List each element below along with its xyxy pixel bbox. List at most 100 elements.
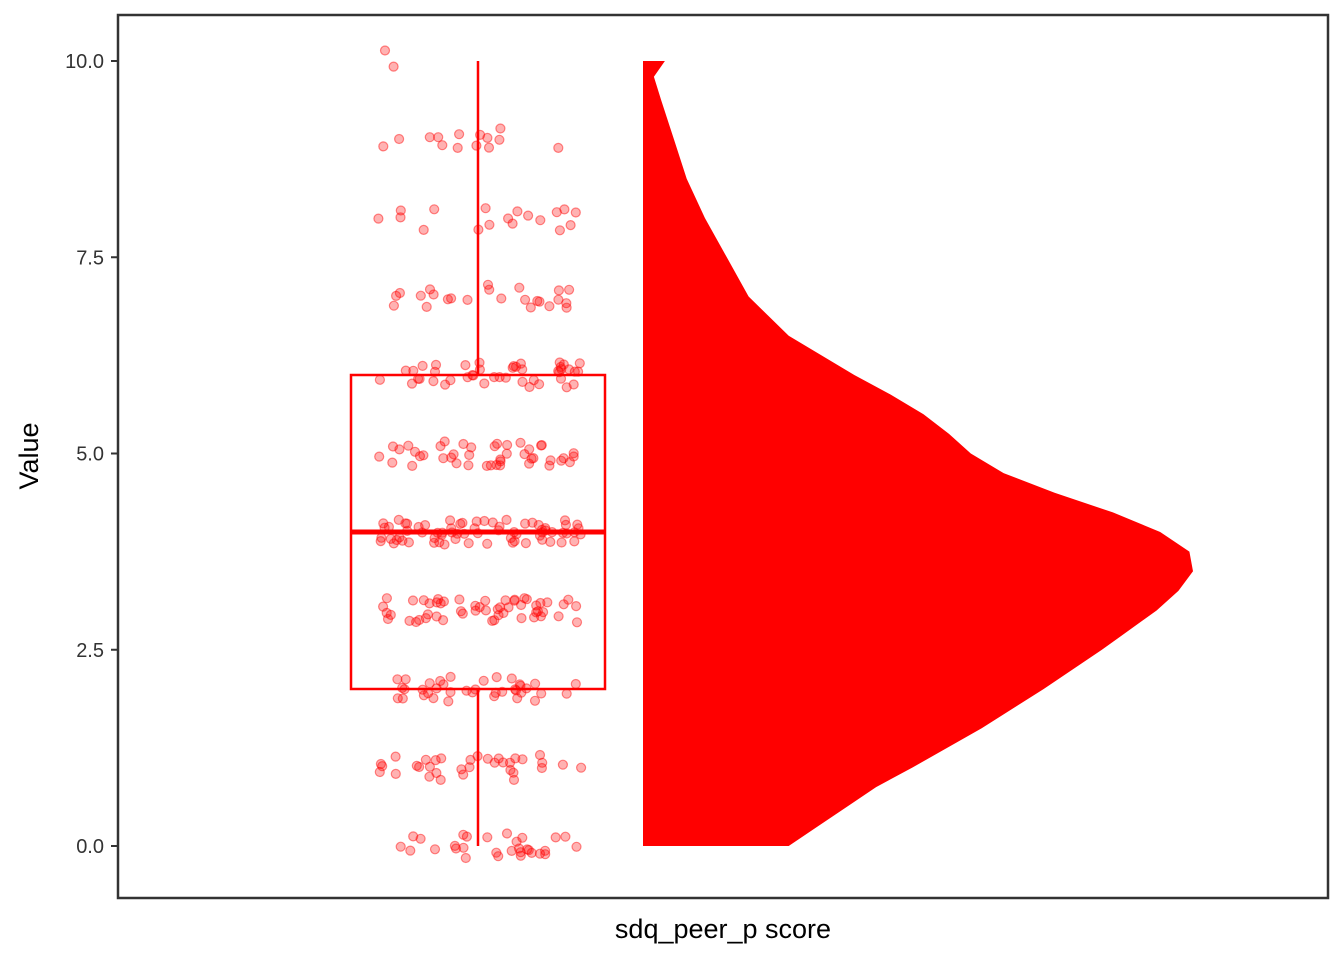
- data-point: [466, 442, 477, 453]
- data-point: [568, 448, 579, 459]
- data-point: [461, 685, 472, 696]
- data-point: [455, 518, 466, 530]
- data-point: [421, 301, 432, 312]
- data-point: [462, 294, 473, 305]
- data-point: [435, 598, 446, 609]
- data-point: [374, 374, 385, 385]
- data-point: [561, 302, 572, 313]
- data-point: [458, 842, 469, 853]
- data-point: [513, 843, 525, 854]
- data-point: [464, 762, 475, 773]
- data-point: [481, 460, 492, 471]
- data-point: [394, 133, 405, 145]
- data-point: [519, 593, 530, 604]
- data-point: [455, 606, 467, 617]
- data-point: [431, 683, 442, 694]
- data-point: [575, 529, 586, 540]
- data-point: [556, 537, 567, 548]
- data-point: [467, 687, 478, 698]
- data-point: [395, 841, 406, 852]
- data-point: [560, 519, 572, 531]
- data-point: [479, 515, 490, 527]
- data-point: [446, 527, 457, 538]
- data-point: [535, 611, 547, 622]
- data-point: [545, 536, 556, 548]
- data-point: [515, 437, 526, 448]
- data-point: [429, 366, 441, 377]
- data-point: [376, 532, 387, 543]
- data-point: [463, 538, 474, 549]
- data-point: [565, 220, 576, 231]
- data-point: [559, 204, 570, 215]
- jitter-points: [373, 45, 587, 864]
- data-point: [378, 601, 389, 612]
- data-point: [378, 518, 389, 529]
- data-point: [462, 372, 473, 383]
- data-point: [574, 358, 585, 369]
- data-point: [478, 675, 489, 686]
- data-point: [390, 751, 401, 762]
- data-point: [424, 761, 435, 772]
- data-point: [510, 361, 522, 372]
- data-point: [497, 686, 508, 697]
- data-point: [519, 449, 530, 460]
- data-point: [514, 679, 525, 690]
- data-point: [495, 454, 506, 465]
- data-point: [404, 615, 415, 627]
- data-point: [536, 440, 547, 451]
- data-point: [508, 774, 520, 786]
- data-point: [491, 459, 502, 471]
- data-point: [489, 441, 500, 452]
- data-point: [550, 832, 561, 843]
- data-point: [385, 533, 396, 545]
- data-point: [424, 678, 435, 689]
- data-point: [515, 680, 526, 691]
- y-axis-title: Value: [14, 422, 44, 489]
- data-point: [503, 602, 514, 613]
- data-point: [558, 453, 569, 464]
- data-point: [557, 759, 569, 770]
- data-point: [429, 537, 440, 548]
- data-point: [519, 518, 531, 529]
- data-point: [540, 525, 551, 536]
- data-point: [511, 836, 522, 847]
- data-point: [555, 361, 566, 373]
- data-point: [445, 375, 456, 386]
- data-point: [508, 526, 520, 538]
- data-point: [446, 293, 457, 304]
- data-point: [450, 533, 461, 545]
- data-point: [378, 141, 389, 152]
- data-point: [414, 614, 425, 626]
- data-point: [517, 754, 528, 765]
- data-point: [546, 526, 558, 538]
- data-point: [526, 847, 537, 859]
- data-point: [572, 519, 583, 530]
- data-point: [452, 142, 463, 153]
- data-point: [431, 597, 442, 608]
- data-point: [540, 849, 551, 860]
- density-layer: [643, 61, 1193, 846]
- y-tick-label: 2.5: [76, 640, 104, 662]
- data-point: [572, 366, 584, 377]
- data-point: [428, 692, 439, 704]
- data-point: [536, 762, 548, 774]
- data-point: [391, 290, 402, 301]
- data-point: [529, 678, 541, 689]
- data-point: [519, 294, 531, 305]
- data-point: [388, 61, 399, 72]
- data-point: [510, 685, 522, 696]
- data-point: [490, 687, 501, 699]
- data-point: [461, 831, 472, 842]
- data-point: [515, 599, 527, 611]
- data-point: [387, 441, 399, 452]
- data-point: [514, 282, 525, 293]
- data-point: [374, 766, 385, 778]
- data-point: [484, 284, 495, 295]
- y-tick-label: 7.5: [76, 247, 104, 269]
- data-point: [500, 595, 511, 606]
- data-point: [394, 287, 405, 299]
- data-point: [408, 831, 419, 842]
- data-point: [375, 758, 386, 770]
- data-point: [561, 298, 572, 309]
- data-point: [424, 598, 435, 609]
